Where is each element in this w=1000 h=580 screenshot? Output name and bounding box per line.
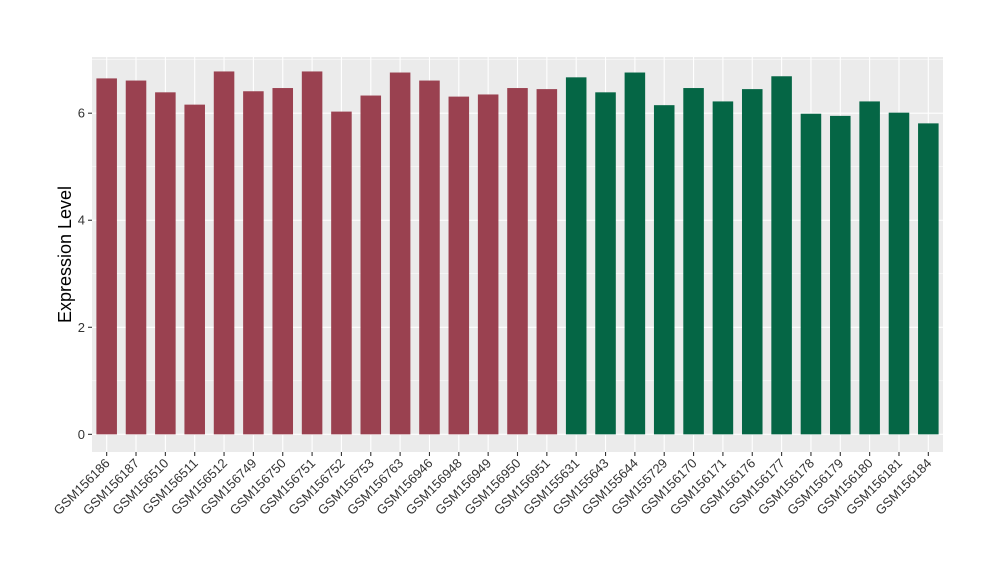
x-axis: GSM156186GSM156187GSM156510GSM156511GSM1…	[51, 452, 934, 518]
y-tick-label: 6	[78, 106, 85, 121]
bar-gsm156181	[888, 112, 910, 435]
bars	[96, 71, 939, 435]
bar-gsm156951	[536, 89, 558, 435]
bar-gsm156948	[448, 96, 470, 435]
bar-gsm156179	[830, 115, 851, 435]
bar-gsm156187	[125, 80, 147, 435]
y-tick-label: 2	[78, 320, 85, 335]
bar-gsm156178	[800, 113, 822, 435]
bar-gsm156750	[272, 88, 294, 435]
bar-gsm156753	[360, 95, 382, 435]
bar-gsm156512	[213, 71, 235, 435]
bar-gsm156763	[389, 72, 411, 435]
bar-gsm155643	[595, 92, 616, 435]
bar-gsm156949	[477, 94, 499, 435]
bar-gsm156950	[507, 88, 528, 435]
y-axis-title: Expression Level	[55, 186, 75, 323]
bar-gsm155631	[565, 77, 587, 435]
bar-gsm156177	[771, 76, 792, 435]
bar-gsm156180	[859, 101, 880, 435]
bar-gsm155729	[653, 105, 675, 435]
bar-gsm156184	[918, 123, 939, 435]
bar-gsm155644	[624, 72, 646, 435]
bar-gsm156752	[331, 111, 352, 435]
bar-gsm156511	[184, 104, 205, 435]
y-tick-label: 0	[78, 427, 85, 442]
bar-gsm156510	[155, 92, 176, 435]
bar-gsm156170	[683, 88, 704, 435]
bar-gsm156946	[419, 80, 440, 435]
bar-gsm156176	[741, 89, 763, 435]
bar-gsm156751	[301, 71, 323, 435]
y-tick-label: 4	[78, 213, 85, 228]
bar-gsm156171	[712, 101, 734, 435]
y-axis: 0 2 4 6	[78, 106, 92, 442]
bar-gsm156186	[96, 78, 117, 435]
bar-gsm156749	[243, 91, 264, 435]
